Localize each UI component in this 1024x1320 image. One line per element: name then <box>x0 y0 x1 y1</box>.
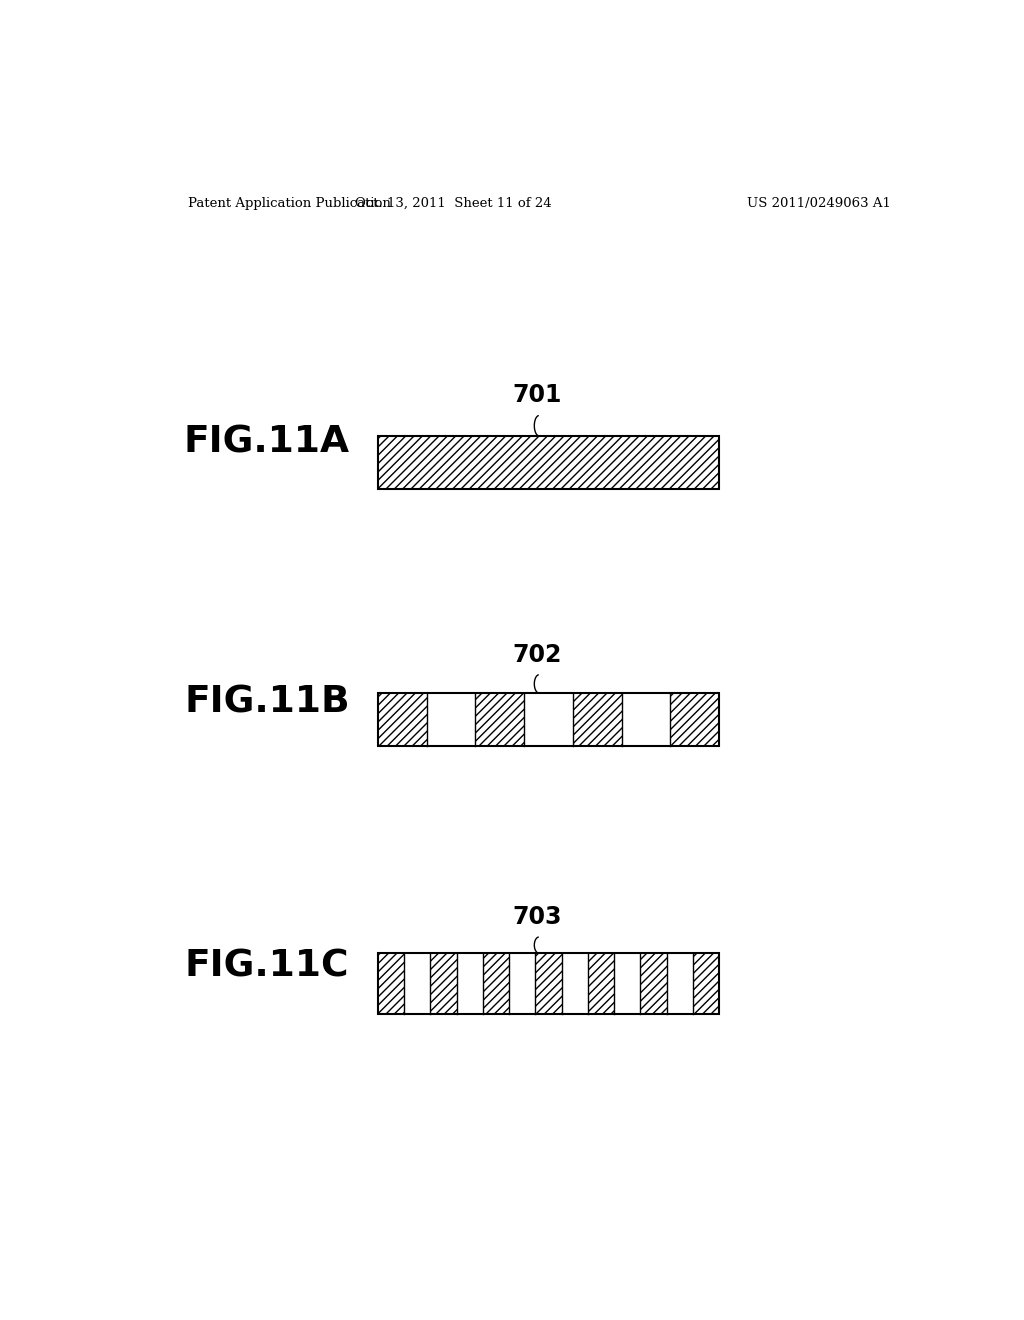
Bar <box>378 436 719 488</box>
Bar <box>667 953 693 1014</box>
Bar <box>378 693 719 746</box>
Bar <box>640 953 667 1014</box>
Bar <box>622 693 671 746</box>
Bar <box>427 693 475 746</box>
Bar <box>430 953 457 1014</box>
Bar <box>573 693 622 746</box>
Bar <box>536 953 562 1014</box>
Text: Oct. 13, 2011  Sheet 11 of 24: Oct. 13, 2011 Sheet 11 of 24 <box>355 197 552 210</box>
Text: FIG.11B: FIG.11B <box>184 684 349 721</box>
Bar <box>671 693 719 746</box>
Text: FIG.11C: FIG.11C <box>184 949 349 985</box>
Bar <box>378 953 404 1014</box>
Bar <box>378 953 719 1014</box>
Text: US 2011/0249063 A1: US 2011/0249063 A1 <box>748 197 891 210</box>
Bar <box>483 953 509 1014</box>
Text: FIG.11A: FIG.11A <box>184 425 350 461</box>
Bar <box>562 953 588 1014</box>
Bar <box>588 953 614 1014</box>
Bar <box>457 953 483 1014</box>
Text: 701: 701 <box>512 383 561 408</box>
Bar <box>475 693 524 746</box>
Bar <box>524 693 573 746</box>
Text: 702: 702 <box>512 643 561 667</box>
Bar <box>378 693 427 746</box>
Text: Patent Application Publication: Patent Application Publication <box>187 197 390 210</box>
Bar <box>693 953 719 1014</box>
Bar <box>509 953 536 1014</box>
Text: 703: 703 <box>512 904 561 929</box>
Bar <box>614 953 640 1014</box>
Bar <box>404 953 430 1014</box>
